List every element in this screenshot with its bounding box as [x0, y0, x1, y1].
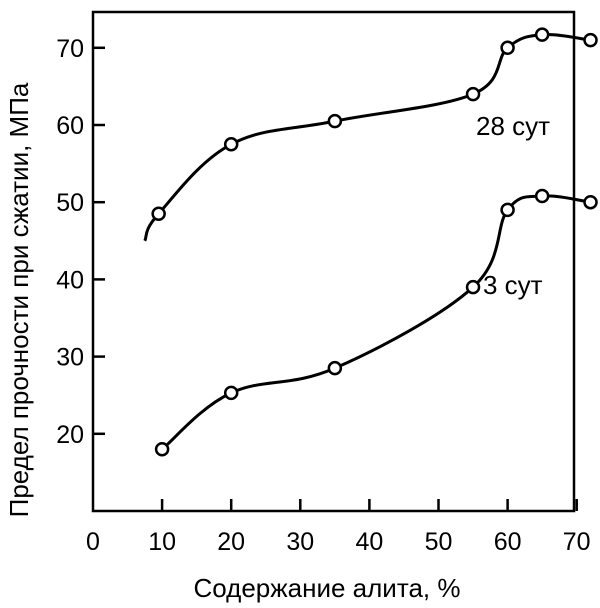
x-tick-label: 40: [355, 528, 383, 556]
data-point: [154, 441, 170, 457]
x-ticks: 01020304050607080: [86, 499, 591, 556]
data-point: [327, 360, 343, 376]
series-label: 3 сут: [483, 270, 543, 300]
y-tick-label: 60: [56, 112, 84, 140]
y-tick-label: 30: [56, 344, 84, 372]
series-curves: [143, 32, 591, 451]
data-point: [465, 86, 481, 102]
data-point: [500, 202, 515, 218]
data-point: [500, 40, 515, 56]
data-point: [534, 27, 550, 42]
data-point: [534, 188, 550, 204]
series-line: [161, 194, 591, 451]
x-axis-label: Содержание алита, %: [194, 573, 461, 603]
y-tick-label: 70: [56, 35, 84, 63]
data-point: [465, 279, 481, 295]
x-tick-label: 60: [494, 528, 522, 556]
x-tick-label: 70: [563, 528, 591, 556]
y-tick-label: 50: [56, 189, 84, 217]
y-tick-label: 20: [56, 421, 84, 449]
x-tick-label: 50: [425, 528, 453, 556]
x-tick-label: 0: [86, 528, 100, 556]
series-line: [143, 32, 591, 242]
y-axis-label: Предел прочности при сжатии, МПа: [4, 82, 34, 517]
x-tick-label: 10: [148, 528, 176, 556]
plot-frame: [91, 10, 576, 513]
y-tick-label: 40: [56, 266, 84, 294]
data-point: [583, 194, 598, 210]
series-markers: [151, 27, 598, 457]
series-labels: 28 сут 3 сут: [476, 111, 550, 300]
data-point: [223, 137, 239, 152]
data-point: [223, 385, 239, 401]
data-point: [327, 113, 343, 129]
y-ticks: 20304050607080: [56, 35, 105, 449]
data-point: [583, 32, 598, 48]
data-point: [151, 206, 166, 222]
x-tick-label: 20: [217, 528, 245, 556]
x-tick-label: 30: [286, 528, 314, 556]
series-label: 28 сут: [476, 111, 550, 141]
